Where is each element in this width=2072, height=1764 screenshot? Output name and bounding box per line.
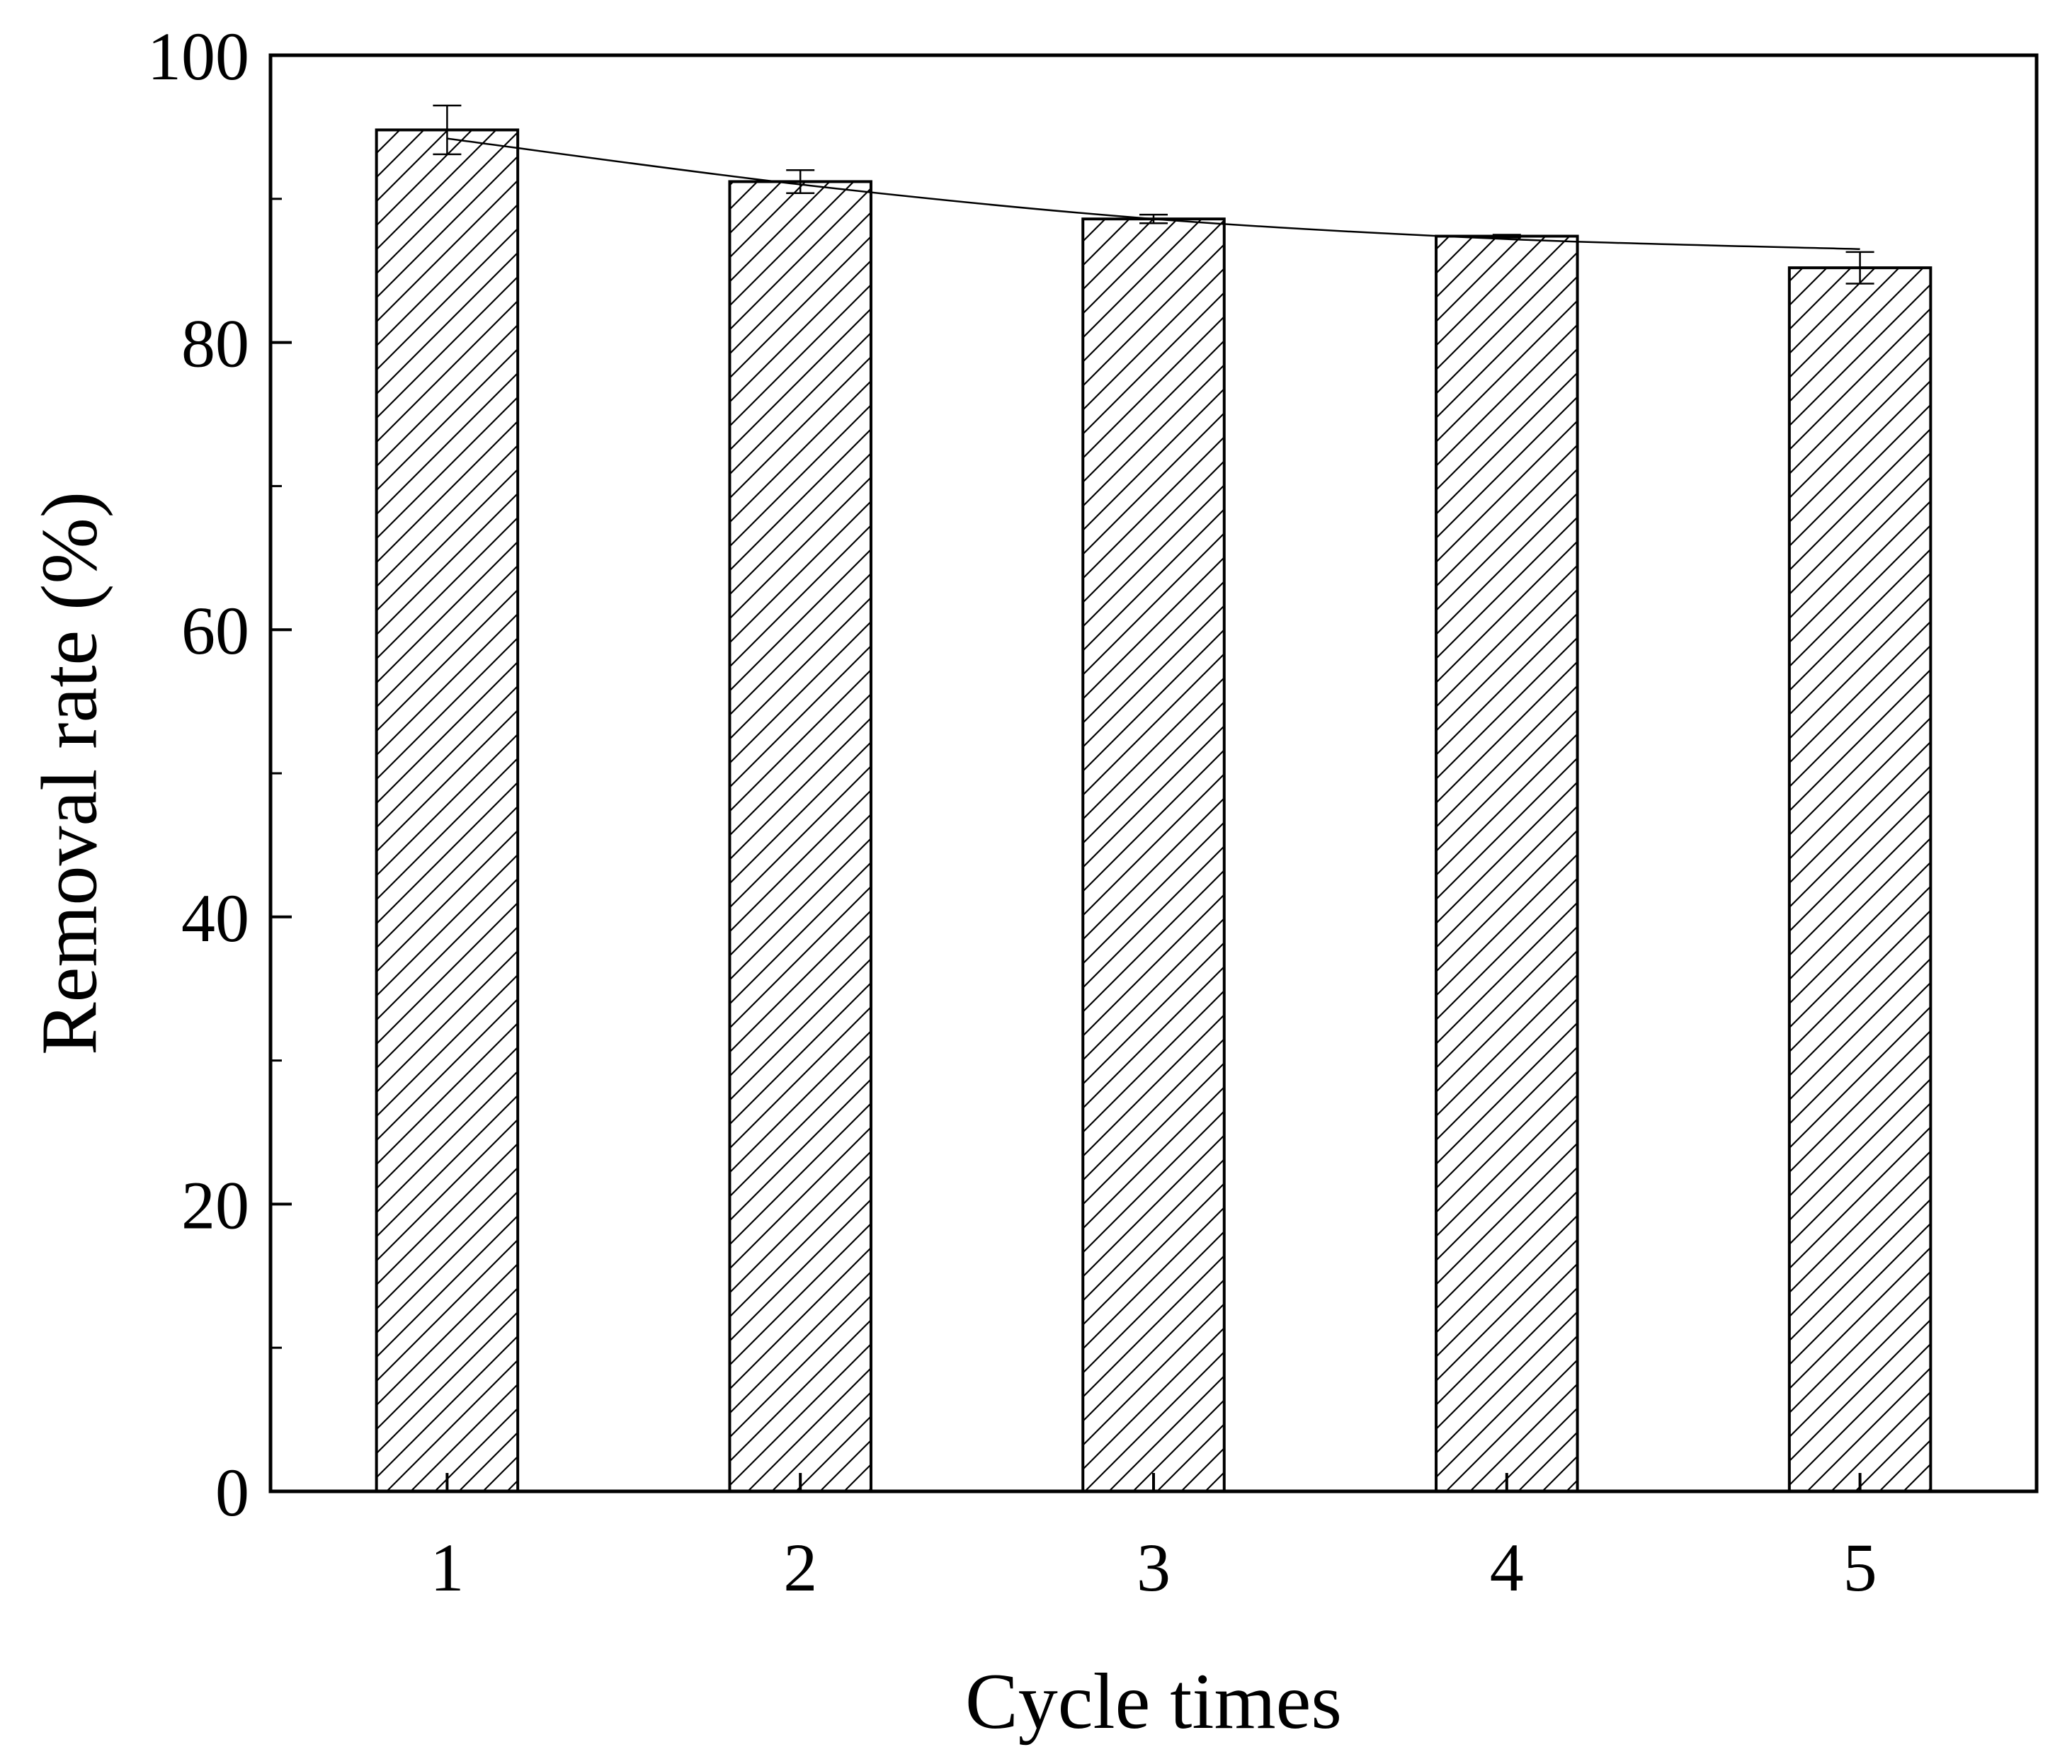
x-axis-ticks: 1 2 3 4 5 [430,1473,1877,1605]
bar-4 [1435,234,1579,1493]
y-tick-label: 100 [147,18,249,94]
x-tick-label: 5 [1843,1530,1877,1605]
y-tick-label: 0 [215,1455,249,1530]
y-axis-title: Removal rate (%) [26,491,114,1055]
x-tick-label: 2 [783,1530,817,1605]
trend-line-layer [447,137,1860,251]
y-tick-label: 60 [181,593,249,668]
x-tick-label: 1 [430,1530,464,1605]
y-tick-label: 20 [181,1167,249,1243]
trend-line [447,137,1860,251]
x-tick-label: 3 [1137,1530,1171,1605]
y-tick-label: 40 [181,880,249,956]
x-axis-title: Cycle times [965,1658,1342,1746]
error-bars-layer [433,104,1874,285]
bars-layer [375,128,1932,1493]
y-tick-label: 80 [181,306,249,382]
y-axis-ticks: 0 20 40 60 80 100 [147,18,292,1530]
bar-2 [728,180,872,1493]
bar-5 [1787,266,1932,1493]
x-tick-label: 4 [1490,1530,1524,1605]
bar-3 [1081,217,1226,1493]
bar-1 [375,128,520,1493]
